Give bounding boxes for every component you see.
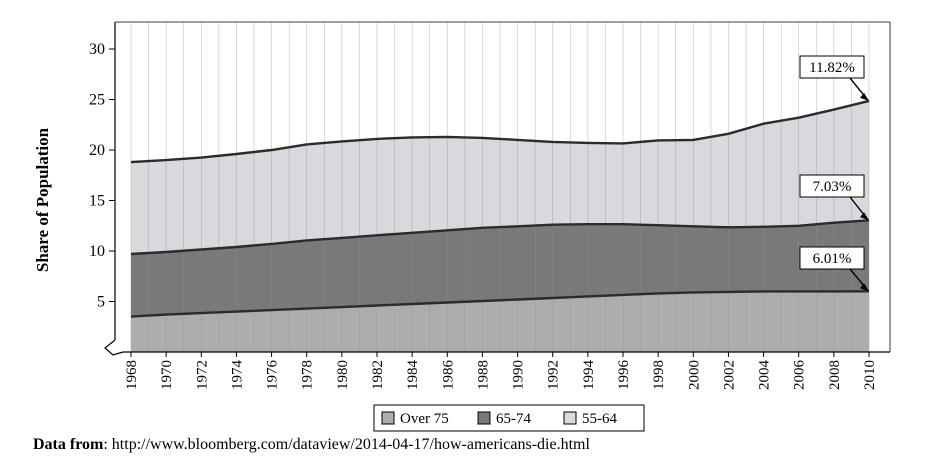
x-tick-label: 2002 bbox=[721, 360, 737, 390]
x-tick-label: 1996 bbox=[616, 360, 632, 391]
y-tick-label: 25 bbox=[89, 92, 105, 109]
x-tick-label: 1994 bbox=[581, 360, 597, 391]
vertical-gridlines bbox=[130, 22, 870, 352]
y-tick-label: 15 bbox=[89, 193, 105, 210]
x-tick-label: 2000 bbox=[686, 360, 702, 390]
x-tick-label: 1976 bbox=[265, 360, 281, 391]
end-value-annotations: 11.82% 7.03% 6.01% bbox=[799, 55, 869, 292]
annotation-label: 11.82% bbox=[809, 60, 855, 76]
x-tick-label: 1990 bbox=[511, 360, 527, 390]
y-axis-label: Share of Population bbox=[33, 127, 52, 272]
axes bbox=[104, 21, 891, 356]
line-55-64 bbox=[130, 99, 870, 164]
line-over-75 bbox=[130, 290, 870, 318]
y-tick-label: 10 bbox=[89, 243, 105, 260]
x-tick-label: 2008 bbox=[827, 360, 843, 390]
y-tick-label: 20 bbox=[89, 142, 105, 159]
legend: Over 75 65-74 55-64 bbox=[373, 404, 645, 432]
x-tick-label: 1992 bbox=[546, 360, 562, 390]
axis-break bbox=[104, 339, 124, 356]
x-tick-label: 1984 bbox=[405, 360, 421, 391]
source-label: Data from bbox=[33, 436, 104, 453]
legend-label: Over 75 bbox=[400, 411, 449, 427]
legend-swatch bbox=[477, 411, 491, 425]
y-tick-label: 5 bbox=[97, 294, 105, 311]
y-tick-labels: 5 10 15 20 25 30 bbox=[89, 41, 115, 311]
legend-label: 65-74 bbox=[496, 411, 531, 427]
series-lines bbox=[130, 99, 870, 318]
annotation-arrowhead bbox=[860, 212, 869, 221]
legend-swatch bbox=[563, 411, 577, 425]
legend-box bbox=[373, 404, 645, 432]
annotation-box bbox=[799, 55, 865, 79]
x-tick-label: 2010 bbox=[862, 360, 878, 390]
line-65-74 bbox=[130, 219, 870, 256]
x-tick-labels: 1968 1970 1972 1974 1976 1978 1980 1982 1984 1986… bbox=[124, 352, 878, 390]
source-note: Data from: http://www.bloomberg.com/data… bbox=[33, 436, 590, 454]
annotation-box bbox=[799, 246, 865, 270]
x-tick-label: 1968 bbox=[124, 360, 140, 390]
annotation-arrowhead bbox=[860, 283, 869, 292]
legend-label: 55-64 bbox=[582, 411, 617, 427]
x-tick-label: 1988 bbox=[475, 360, 491, 390]
x-tick-label: 1986 bbox=[440, 360, 456, 391]
x-tick-label: 1982 bbox=[370, 360, 386, 390]
legend-swatch bbox=[381, 411, 395, 425]
x-tick-label: 2004 bbox=[757, 360, 773, 391]
y-tick-label: 30 bbox=[89, 41, 105, 58]
x-tick-label: 1998 bbox=[651, 360, 667, 390]
x-tick-label: 1972 bbox=[194, 360, 210, 390]
x-tick-label: 1980 bbox=[335, 360, 351, 390]
annotation-box bbox=[799, 174, 865, 198]
annotation-label: 7.03% bbox=[813, 179, 852, 195]
x-tick-label: 1978 bbox=[300, 360, 316, 390]
x-tick-label: 1974 bbox=[229, 360, 245, 391]
annotation-arrowhead bbox=[860, 92, 869, 101]
x-tick-label: 1970 bbox=[159, 360, 175, 390]
source-url: : http://www.bloomberg.com/dataview/2014… bbox=[103, 436, 590, 453]
annotation-label: 6.01% bbox=[813, 251, 852, 267]
x-tick-label: 2006 bbox=[792, 360, 808, 391]
